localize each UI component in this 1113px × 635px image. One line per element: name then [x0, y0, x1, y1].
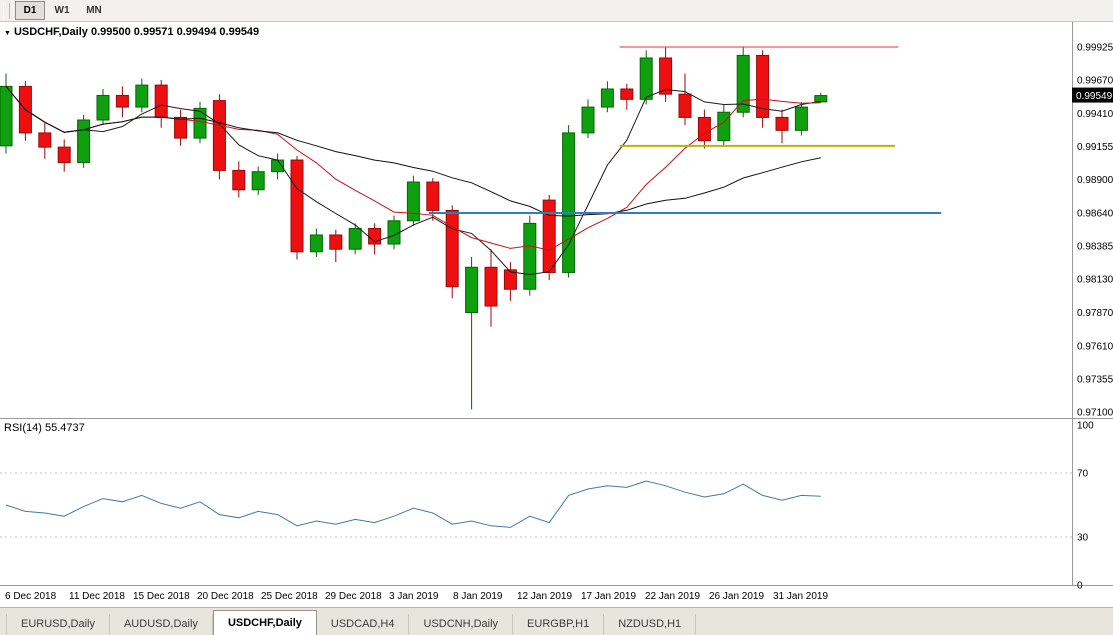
rsi-axis-label: 30 [1077, 533, 1089, 544]
rsi-axis-label: 0 [1077, 581, 1083, 592]
timeframe-button-mn[interactable]: MN [86, 5, 102, 16]
candle-body [329, 234, 343, 250]
candle-body [38, 132, 52, 148]
rsi-axis-label: 70 [1077, 469, 1089, 480]
date-axis-label: 3 Jan 2019 [389, 591, 439, 602]
date-axis-label: 31 Jan 2019 [773, 591, 828, 602]
date-axis[interactable]: 6 Dec 2018 11 Dec 2018 15 Dec 2018 20 Dec 2… [5, 591, 828, 602]
candle-body [600, 88, 614, 108]
candle-body [697, 116, 711, 142]
candle-body [57, 146, 71, 164]
candle-body [77, 119, 91, 164]
price-axis-label: 0.99155 [1077, 142, 1113, 153]
candle-body [251, 171, 265, 191]
price-axis-label: 0.99670 [1077, 75, 1113, 86]
candle-body [756, 54, 770, 118]
candle-body [154, 84, 168, 118]
candle-body [96, 94, 110, 121]
candle-body [717, 111, 731, 142]
candle-body [678, 93, 692, 118]
chart-title: ▼ USDCHF,Daily 0.99500 0.99571 0.99494 0… [4, 26, 259, 38]
candle-body [484, 266, 498, 307]
candle-body [620, 88, 634, 100]
date-axis-label: 17 Jan 2019 [581, 591, 636, 602]
chart-tab-bar: EURUSD,Daily AUDUSD,Daily USDCHF,Daily USDC… [0, 607, 1113, 635]
price-axis-label: 0.99410 [1077, 109, 1113, 120]
candle-body [290, 159, 304, 253]
collapse-triangle-icon[interactable]: ▼ [4, 29, 11, 37]
timeframe-toolbar: D1 W1 MN [0, 0, 1113, 22]
candle-body [542, 199, 556, 273]
current-price-badge [1072, 87, 1113, 103]
candle-body [212, 100, 226, 171]
chart-area[interactable]: 0.99925 0.99670 0.99410 0.99155 0.98900 0.986… [0, 22, 1113, 607]
rsi-indicator-label: RSI(14) 55.4737 [4, 422, 85, 434]
price-chart-svg: 0.99925 0.99670 0.99410 0.99155 0.98900 0.986… [0, 22, 1113, 607]
chart-tab-usdcad-h4[interactable]: USDCAD,H4 [317, 614, 410, 635]
candle-body [659, 57, 673, 95]
price-axis[interactable]: 0.99925 0.99670 0.99410 0.99155 0.98900 0.986… [1077, 43, 1113, 419]
date-axis-label: 11 Dec 2018 [69, 591, 125, 602]
chart-tab-audusd-daily[interactable]: AUDUSD,Daily [110, 614, 213, 635]
price-axis-label: 0.99925 [1077, 43, 1113, 54]
date-axis-label: 26 Jan 2019 [709, 591, 764, 602]
rsi-line [5, 480, 821, 528]
candle-body [445, 209, 459, 288]
chart-title-text: USDCHF,Daily 0.99500 0.99571 0.99494 0.9… [13, 26, 260, 38]
candle-body [562, 132, 576, 273]
price-axis-label: 0.97100 [1077, 407, 1113, 418]
date-axis-label: 12 Jan 2019 [517, 591, 572, 602]
price-axis-label: 0.98640 [1077, 209, 1113, 220]
candle-body [736, 54, 750, 113]
candle-body [309, 234, 323, 253]
candle-body [426, 181, 440, 211]
moving-average-line-5 [5, 86, 821, 276]
date-axis-label: 22 Jan 2019 [645, 591, 700, 602]
date-axis-label: 25 Dec 2018 [261, 591, 318, 602]
price-axis-label: 0.98130 [1077, 274, 1113, 285]
rsi-axis-label: 100 [1077, 421, 1094, 432]
chart-tab-eurusd-daily[interactable]: EURUSD,Daily [6, 614, 110, 635]
price-axis-label: 0.97355 [1077, 375, 1113, 386]
candle-body [387, 220, 401, 245]
candle-body [348, 228, 362, 250]
candle-body [639, 57, 653, 100]
candle-body [465, 266, 479, 314]
price-axis-label: 0.98385 [1077, 241, 1113, 252]
candle-body [406, 181, 420, 222]
date-axis-label: 8 Jan 2019 [453, 591, 503, 602]
price-axis-label: 0.97870 [1077, 308, 1113, 319]
price-axis-label: 0.97610 [1077, 342, 1113, 353]
date-axis-label: 29 Dec 2018 [325, 591, 382, 602]
chart-tab-usdchf-daily[interactable]: USDCHF,Daily [212, 610, 317, 635]
candle-body [794, 106, 808, 131]
timeframe-button-d1[interactable]: D1 [15, 1, 45, 20]
candle-body [115, 94, 129, 108]
price-axis-label: 0.98900 [1077, 175, 1113, 186]
candle-body [581, 106, 595, 134]
candle-body [174, 116, 188, 139]
candle-body [503, 269, 517, 290]
candle-body [814, 95, 828, 103]
candle-body [232, 169, 246, 191]
date-axis-label: 20 Dec 2018 [197, 591, 254, 602]
chart-tab-eurgbp-h1[interactable]: EURGBP,H1 [513, 614, 605, 635]
chart-tab-nzdusd-h1[interactable]: NZDUSD,H1 [604, 614, 697, 635]
timeframe-button-w1[interactable]: W1 [54, 5, 70, 16]
current-price-text: 0.99549 [1076, 91, 1113, 102]
candle-body [193, 107, 207, 139]
candle-body [0, 85, 13, 147]
chart-tab-usdcnh-daily[interactable]: USDCNH,Daily [409, 614, 514, 635]
toolbar-grip[interactable] [3, 2, 10, 19]
candle-body [135, 84, 149, 108]
candle-body [775, 116, 789, 131]
date-axis-label: 15 Dec 2018 [133, 591, 190, 602]
toolbar-buttons: D1 W1 MN [14, 1, 110, 20]
date-axis-label: 6 Dec 2018 [5, 591, 57, 602]
moving-average-line-21 [5, 86, 821, 217]
candle-body [523, 222, 537, 290]
